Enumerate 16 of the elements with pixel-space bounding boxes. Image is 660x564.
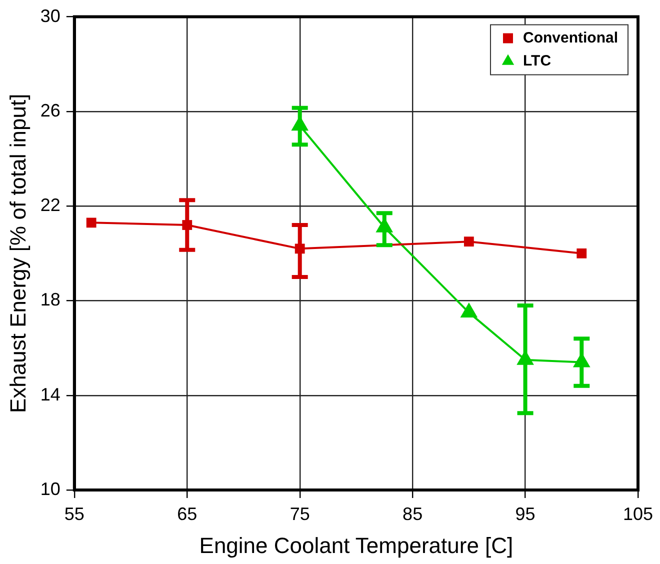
- x-tick-label: 105: [622, 504, 654, 524]
- y-tick-label: 18: [40, 290, 60, 310]
- y-tick-label: 22: [40, 195, 60, 216]
- y-tick-label: 10: [40, 478, 60, 499]
- x-axis-title: Engine Coolant Temperature [C]: [199, 532, 514, 558]
- x-tick-label: 95: [515, 504, 536, 524]
- x-tick-label: 85: [402, 504, 423, 524]
- y-axis-title: Exhaust Energy [% of total input]: [5, 94, 30, 413]
- y-tick-label: 30: [40, 6, 60, 26]
- y-tick-label: 14: [40, 384, 60, 404]
- x-tick-label: 55: [64, 504, 84, 524]
- legend-label: LTC: [523, 52, 552, 70]
- x-tick-label: 75: [290, 504, 310, 524]
- x-tick-label: 65: [177, 504, 198, 524]
- y-tick-label: 26: [40, 100, 60, 120]
- legend-label: Conventional: [523, 29, 618, 46]
